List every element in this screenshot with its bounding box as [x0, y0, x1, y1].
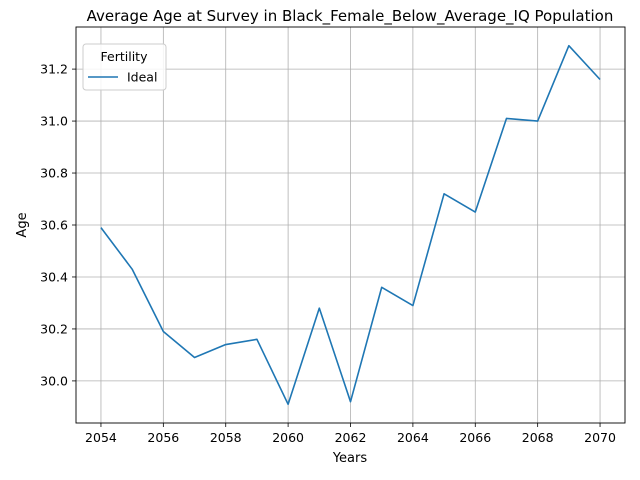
- y-tick-label: 30.2: [40, 321, 68, 336]
- axis-ticks: 2054 2056 2058 2060 2062 2064 2066 2068 2070 30.0…: [40, 62, 616, 445]
- legend-box: [82, 43, 167, 91]
- x-tick-label: 2056: [147, 430, 179, 445]
- y-tick-label: 30.6: [40, 218, 68, 233]
- legend: Fertility Ideal: [82, 43, 167, 91]
- x-tick-label: 2062: [335, 430, 367, 445]
- x-tick-label: 2054: [85, 430, 117, 445]
- x-tick-label: 2066: [459, 430, 491, 445]
- y-tick-label: 30.0: [40, 373, 68, 388]
- x-tick-label: 2070: [584, 430, 616, 445]
- plot-frame: [75, 26, 626, 424]
- x-axis-label: Years: [332, 451, 368, 466]
- y-axis-label: Age: [15, 212, 30, 237]
- y-tick-label: 30.8: [40, 166, 68, 181]
- series-line-ideal: [100, 44, 601, 406]
- y-tick-label: 30.4: [40, 269, 68, 284]
- x-tick-label: 2064: [397, 430, 429, 445]
- x-tick-label: 2058: [210, 430, 242, 445]
- grid: [76, 27, 625, 423]
- x-tick-label: 2060: [272, 430, 304, 445]
- legend-label-ideal: Ideal: [127, 70, 157, 85]
- y-tick-label: 31.2: [40, 62, 68, 77]
- x-tick-label: 2068: [522, 430, 554, 445]
- series-layer: [100, 44, 601, 406]
- chart-title: Average Age at Survey in Black_Female_Be…: [87, 7, 614, 26]
- y-tick-label: 31.0: [40, 114, 68, 129]
- legend-title: Fertility: [101, 49, 149, 64]
